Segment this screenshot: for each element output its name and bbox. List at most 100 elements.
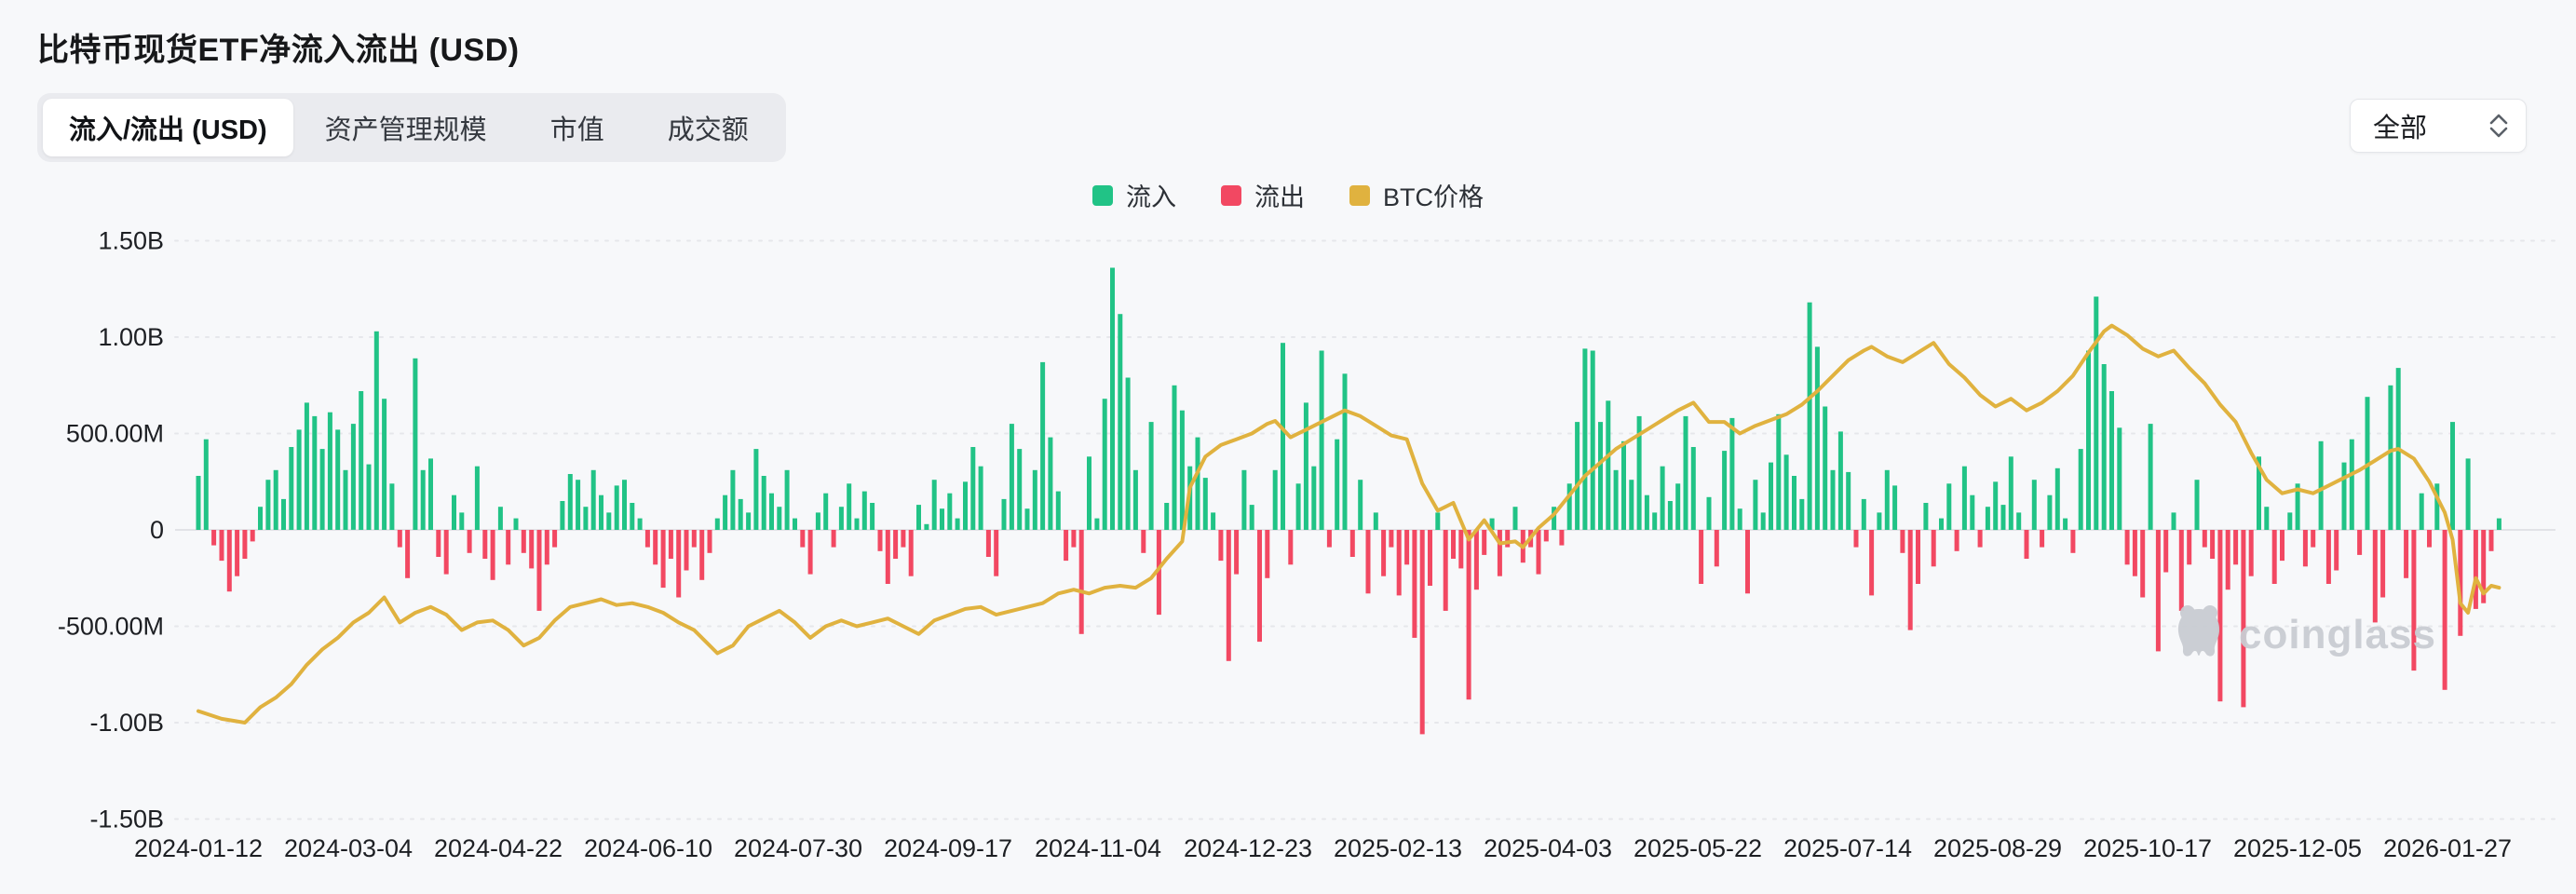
outflow-bar bbox=[2132, 530, 2137, 576]
legend-item-btc-price[interactable]: BTC价格 bbox=[1349, 177, 1484, 213]
inflow-bar bbox=[637, 518, 643, 530]
tab-inflow-outflow-usd[interactable]: 流入/流出 (USD) bbox=[43, 99, 293, 156]
outflow-bar bbox=[1482, 530, 1487, 555]
outflow-bar bbox=[800, 530, 806, 548]
outflow-bar bbox=[1900, 530, 1905, 553]
x-axis-tick-label: 2024-12-23 bbox=[1184, 834, 1312, 862]
outflow-bar bbox=[1326, 530, 1332, 548]
inflow-bar bbox=[1799, 498, 1805, 530]
inflow-bar bbox=[1249, 505, 1254, 530]
inflow-bar bbox=[1195, 437, 1200, 530]
inflow-bar bbox=[1939, 518, 1944, 530]
inflow-bar bbox=[1552, 507, 1557, 530]
outflow-bar bbox=[2473, 530, 2478, 609]
tab-market-cap[interactable]: 市值 bbox=[549, 115, 604, 145]
outflow-bar bbox=[1931, 530, 1936, 567]
inflow-bar bbox=[1202, 478, 1208, 530]
inflow-bar bbox=[428, 458, 433, 530]
inflow-bar bbox=[1024, 508, 1030, 530]
inflow-bar bbox=[793, 518, 797, 530]
outflow-bar bbox=[1466, 530, 1471, 700]
outflow-bar bbox=[2311, 530, 2316, 548]
inflow-bar bbox=[723, 494, 728, 530]
inflow-bar bbox=[2287, 512, 2293, 530]
outflow-bar bbox=[893, 530, 899, 559]
watermark-text: coinglass bbox=[2239, 611, 2436, 657]
inflow-bar bbox=[1846, 471, 1851, 530]
inflow-bar bbox=[2047, 494, 2053, 530]
inflow-bar bbox=[2171, 512, 2176, 530]
inflow-bar bbox=[1652, 512, 1658, 530]
inflow-bar bbox=[366, 464, 372, 530]
inflow-bar bbox=[2016, 512, 2022, 530]
inflow-bar bbox=[1118, 314, 1123, 530]
inflow-bar bbox=[1961, 466, 1967, 530]
legend-item-inflow[interactable]: 流入 bbox=[1092, 177, 1176, 213]
inflow-bar bbox=[1783, 454, 1789, 530]
watermark: coinglass bbox=[2172, 603, 2436, 666]
legend-item-outflow[interactable]: 流出 bbox=[1221, 177, 1305, 213]
tab-aum[interactable]: 资产管理规模 bbox=[324, 115, 487, 145]
outflow-bar bbox=[2202, 530, 2207, 548]
outflow-swatch-icon bbox=[1221, 184, 1241, 206]
inflow-bar bbox=[304, 402, 309, 530]
inflow-bar bbox=[2419, 493, 2424, 530]
x-axis-tick-label: 2025-07-14 bbox=[1783, 834, 1912, 862]
inflow-bar bbox=[940, 508, 944, 530]
inflow-bar bbox=[497, 507, 503, 530]
inflow-bar bbox=[1706, 496, 1712, 530]
outflow-bar bbox=[544, 530, 549, 565]
inflow-bar bbox=[1621, 440, 1626, 530]
outflow-bar bbox=[2248, 530, 2254, 576]
inflow-bar bbox=[1102, 399, 1107, 530]
outflow-bar bbox=[219, 530, 224, 562]
x-axis-tick-label: 2025-08-29 bbox=[1933, 834, 2062, 862]
outflow-bar bbox=[2140, 530, 2146, 598]
inflow-bar bbox=[1342, 373, 1348, 530]
inflow-bar bbox=[1792, 476, 1796, 530]
tab-volume[interactable]: 成交额 bbox=[667, 115, 749, 145]
inflow-bar bbox=[1132, 469, 1138, 530]
outflow-bar bbox=[1381, 530, 1387, 576]
inflow-bar bbox=[1241, 469, 1247, 530]
outflow-bar bbox=[901, 530, 906, 548]
inflow-bar bbox=[359, 391, 364, 530]
outflow-bar bbox=[2225, 530, 2230, 590]
outflow-bar bbox=[1396, 530, 1402, 596]
outflow-bar bbox=[660, 530, 666, 589]
inflow-bar bbox=[769, 493, 774, 530]
inflow-bar bbox=[2318, 440, 2324, 530]
outflow-bar bbox=[2271, 530, 2277, 584]
outflow-bar bbox=[2178, 530, 2184, 611]
outflow-bar bbox=[405, 530, 411, 578]
outflow-bar bbox=[994, 530, 999, 576]
outflow-bar bbox=[1869, 530, 1875, 596]
outflow-bar bbox=[2241, 530, 2246, 708]
chevron-up-down-icon bbox=[2488, 114, 2509, 138]
inflow-bar bbox=[2008, 456, 2013, 530]
outflow-bar bbox=[831, 530, 836, 548]
outflow-bar bbox=[644, 530, 650, 548]
inflow-bar bbox=[947, 493, 953, 530]
inflow-bar bbox=[2465, 458, 2471, 530]
outflow-bar bbox=[1451, 530, 1456, 559]
outflow-bar bbox=[521, 530, 526, 553]
outflow-bar bbox=[2458, 530, 2463, 636]
inflow-bar bbox=[1055, 491, 1061, 530]
outflow-bar bbox=[1349, 530, 1355, 557]
inflow-bar bbox=[746, 512, 752, 530]
outflow-bar bbox=[691, 530, 697, 548]
outflow-bar bbox=[482, 530, 488, 559]
range-select[interactable]: 全部 bbox=[2350, 99, 2527, 153]
inflow-bar bbox=[2063, 518, 2068, 530]
inflow-bar bbox=[265, 480, 271, 530]
inflow-bar bbox=[2295, 483, 2300, 530]
outflow-bar bbox=[250, 530, 255, 542]
inflow-bar bbox=[2078, 449, 2083, 530]
outflow-bar bbox=[653, 530, 658, 565]
inflow-bar bbox=[1590, 350, 1595, 530]
inflow-bar bbox=[1009, 424, 1014, 530]
inflow-bar bbox=[1683, 415, 1688, 530]
outflow-bar bbox=[490, 530, 495, 580]
